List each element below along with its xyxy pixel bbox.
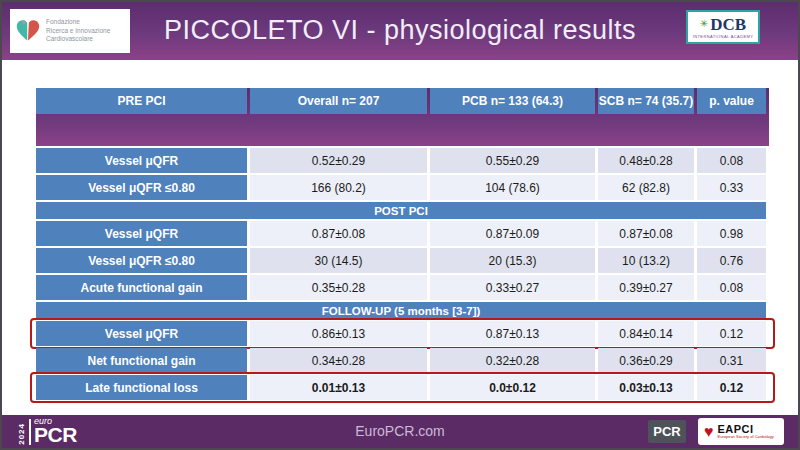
row-label: Net functional gain bbox=[36, 348, 247, 373]
column-header: SCB n= 74 (35.7) bbox=[598, 88, 694, 114]
cell-value: 0.33±0.27 bbox=[430, 275, 595, 300]
cell-value: 0.12 bbox=[697, 375, 766, 400]
cell-value: 0.08 bbox=[697, 275, 766, 300]
fondazione-line-2: Ricerca e Innovazione bbox=[46, 27, 110, 36]
section-label: POST PCI bbox=[36, 202, 766, 219]
table-row: Late functional loss0.01±0.130.0±0.120.0… bbox=[36, 375, 769, 400]
fondazione-logo: Fondazione Ricerca e Innovazione Cardiov… bbox=[10, 9, 130, 53]
cell-value: 0.35±0.28 bbox=[250, 275, 427, 300]
column-header: Overall n= 207 bbox=[250, 88, 427, 114]
table-row: Vessel μQFR0.86±0.130.87±0.130.84±0.140.… bbox=[36, 321, 769, 346]
cell-value: 166 (80.2) bbox=[250, 175, 427, 200]
cell-value: 0.33 bbox=[697, 175, 766, 200]
section-label: FOLLOW-UP (5 months [3-7]) bbox=[36, 302, 766, 319]
dcb-logo: ✳ DCB INTERNATIONAL ACADEMY bbox=[686, 10, 760, 44]
slide: Fondazione Ricerca e Innovazione Cardiov… bbox=[0, 0, 800, 450]
cell-value: 0.08 bbox=[697, 148, 766, 173]
cell-value: 0.87±0.08 bbox=[598, 221, 694, 246]
fondazione-line-1: Fondazione bbox=[46, 18, 110, 27]
table-row: Vessel μQFR0.87±0.080.87±0.090.87±0.080.… bbox=[36, 221, 769, 246]
cell-value: 0.12 bbox=[697, 321, 766, 346]
cell-value: 0.39±0.27 bbox=[598, 275, 694, 300]
table-row: Net functional gain0.34±0.280.32±0.280.3… bbox=[36, 348, 769, 373]
cell-value: 62 (82.8) bbox=[598, 175, 694, 200]
europcr-logo-divider bbox=[29, 419, 31, 445]
cell-value: 0.0±0.12 bbox=[430, 375, 595, 400]
table-row: Vessel μQFR0.52±0.290.55±0.290.48±0.280.… bbox=[36, 148, 769, 173]
row-label: Vessel μQFR ≤0.80 bbox=[36, 248, 247, 273]
eapci-tagline: European Society of Cardiology bbox=[718, 435, 774, 439]
europcr-year: 2024 bbox=[18, 423, 26, 445]
cell-value: 0.55±0.29 bbox=[430, 148, 595, 173]
cell-value: 0.87±0.08 bbox=[250, 221, 427, 246]
cell-value: 0.84±0.14 bbox=[598, 321, 694, 346]
table-row: Vessel μQFR ≤0.8030 (14.5)20 (15.3)10 (1… bbox=[36, 248, 769, 273]
cell-value: 0.48±0.28 bbox=[598, 148, 694, 173]
row-label: PRE PCI bbox=[36, 88, 247, 114]
eapci-logo: ♥ EAPCI European Society of Cardiology bbox=[698, 418, 784, 445]
cell-value: 20 (15.3) bbox=[430, 248, 595, 273]
cell-value: 0.32±0.28 bbox=[430, 348, 595, 373]
column-header: p. value bbox=[697, 88, 766, 114]
cell-value: 0.34±0.28 bbox=[250, 348, 427, 373]
dcb-name: DCB bbox=[710, 16, 746, 33]
row-label: Vessel μQFR bbox=[36, 148, 247, 173]
cell-value: 0.98 bbox=[697, 221, 766, 246]
section-header-row: FOLLOW-UP (5 months [3-7]) bbox=[36, 302, 769, 319]
eapci-heart-icon: ♥ bbox=[704, 424, 714, 440]
europcr-site-link[interactable]: EuroPCR.com bbox=[355, 423, 444, 439]
europcr-pcr-text: PCR bbox=[34, 425, 77, 445]
row-label: Late functional loss bbox=[36, 375, 247, 400]
section-header-row: POST PCI bbox=[36, 202, 769, 219]
heart-icon bbox=[15, 19, 41, 43]
results-table: PRE PCIOverall n= 207PCB n= 133 (64.3)SC… bbox=[36, 88, 769, 402]
table-row: Vessel μQFR ≤0.80166 (80.2)104 (78.6)62 … bbox=[36, 175, 769, 200]
cell-value: 0.31 bbox=[697, 348, 766, 373]
pcr-logo: PCR bbox=[648, 420, 686, 443]
fondazione-line-3: Cardiovascolare bbox=[46, 35, 110, 44]
row-label: Vessel μQFR ≤0.80 bbox=[36, 175, 247, 200]
cell-value: 0.36±0.29 bbox=[598, 348, 694, 373]
slide-header: Fondazione Ricerca e Innovazione Cardiov… bbox=[2, 2, 798, 60]
row-label: Acute functional gain bbox=[36, 275, 247, 300]
leaf-icon: ✳ bbox=[700, 19, 708, 29]
fondazione-text: Fondazione Ricerca e Innovazione Cardiov… bbox=[46, 18, 110, 44]
slide-footer: 2024 euro PCR EuroPCR.com PCR ♥ EAPCI Eu… bbox=[2, 415, 798, 448]
cell-value: 104 (78.6) bbox=[430, 175, 595, 200]
slide-title: PICCOLETO VI - physiological results bbox=[164, 15, 636, 46]
cell-value: 0.87±0.09 bbox=[430, 221, 595, 246]
column-header: PCB n= 133 (64.3) bbox=[430, 88, 595, 114]
cell-value: 0.86±0.13 bbox=[250, 321, 427, 346]
dcb-subtitle: INTERNATIONAL ACADEMY bbox=[693, 35, 754, 39]
table-header-row: PRE PCIOverall n= 207PCB n= 133 (64.3)SC… bbox=[36, 88, 769, 146]
cell-value: 0.03±0.13 bbox=[598, 375, 694, 400]
europcr-logo: 2024 euro PCR bbox=[18, 418, 77, 445]
cell-value: 0.52±0.29 bbox=[250, 148, 427, 173]
row-label: Vessel μQFR bbox=[36, 321, 247, 346]
cell-value: 0.01±0.13 bbox=[250, 375, 427, 400]
row-label: Vessel μQFR bbox=[36, 221, 247, 246]
cell-value: 10 (13.2) bbox=[598, 248, 694, 273]
table-row: Acute functional gain0.35±0.280.33±0.270… bbox=[36, 275, 769, 300]
cell-value: 0.87±0.13 bbox=[430, 321, 595, 346]
cell-value: 30 (14.5) bbox=[250, 248, 427, 273]
cell-value: 0.76 bbox=[697, 248, 766, 273]
